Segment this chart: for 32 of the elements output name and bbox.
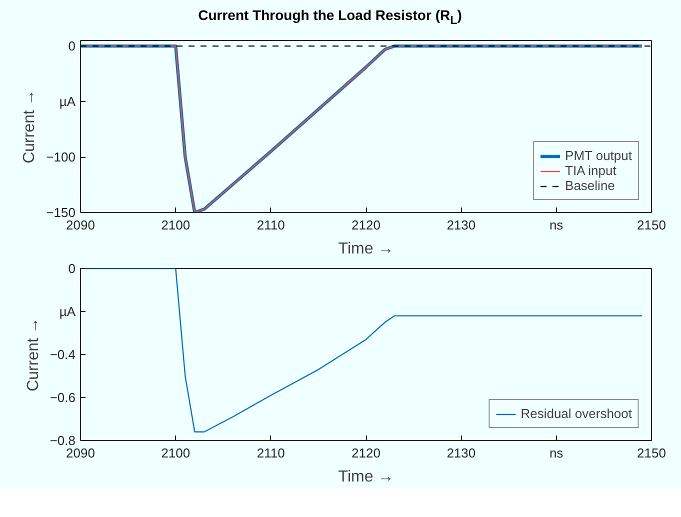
x-tick-label: ns bbox=[549, 446, 564, 460]
x-tick-label: 2130 bbox=[446, 218, 476, 232]
y-tick-label: −100 bbox=[46, 150, 76, 165]
y-axis-title: Current → bbox=[24, 318, 42, 392]
y-tick-label: −0.4 bbox=[50, 347, 76, 362]
y-tick-label: 0 bbox=[68, 261, 76, 276]
x-tick-label: 2110 bbox=[256, 446, 285, 460]
x-tick-label: 2090 bbox=[66, 446, 95, 460]
y-tick-label: −150 bbox=[46, 205, 76, 220]
x-tick-label: 2120 bbox=[352, 218, 380, 232]
x-tick-label: 2090 bbox=[66, 218, 95, 232]
x-tick-label: 2100 bbox=[161, 446, 190, 460]
x-tick-label: ns bbox=[549, 218, 564, 232]
legend-label: Residual overshoot bbox=[520, 406, 632, 421]
x-tick-label: 2120 bbox=[352, 446, 380, 460]
x-tick-label: 2110 bbox=[256, 218, 285, 232]
x-tick-label: 2150 bbox=[637, 218, 666, 232]
legend-label: PMT output bbox=[565, 148, 632, 163]
chart-title: Current Through the Load Resistor (R$_{L}$) bbox=[197, 6, 463, 29]
x-tick-label: 2150 bbox=[637, 446, 666, 460]
x-axis-title: Time → bbox=[338, 240, 394, 258]
y-tick-label: µA bbox=[59, 304, 76, 319]
y-tick-label: 0 bbox=[68, 38, 76, 54]
x-tick-label: 2130 bbox=[446, 446, 476, 460]
legend-label: Baseline bbox=[565, 178, 615, 193]
x-axis-title: Time → bbox=[338, 468, 394, 486]
y-tick-label: −0.6 bbox=[50, 390, 76, 405]
y-tick-label: −0.8 bbox=[50, 433, 76, 448]
x-tick-label: 2100 bbox=[161, 218, 190, 232]
legend-label: TIA input bbox=[565, 163, 616, 178]
y-tick-label: µA bbox=[59, 94, 76, 110]
y-axis-title: Current → bbox=[21, 90, 38, 164]
